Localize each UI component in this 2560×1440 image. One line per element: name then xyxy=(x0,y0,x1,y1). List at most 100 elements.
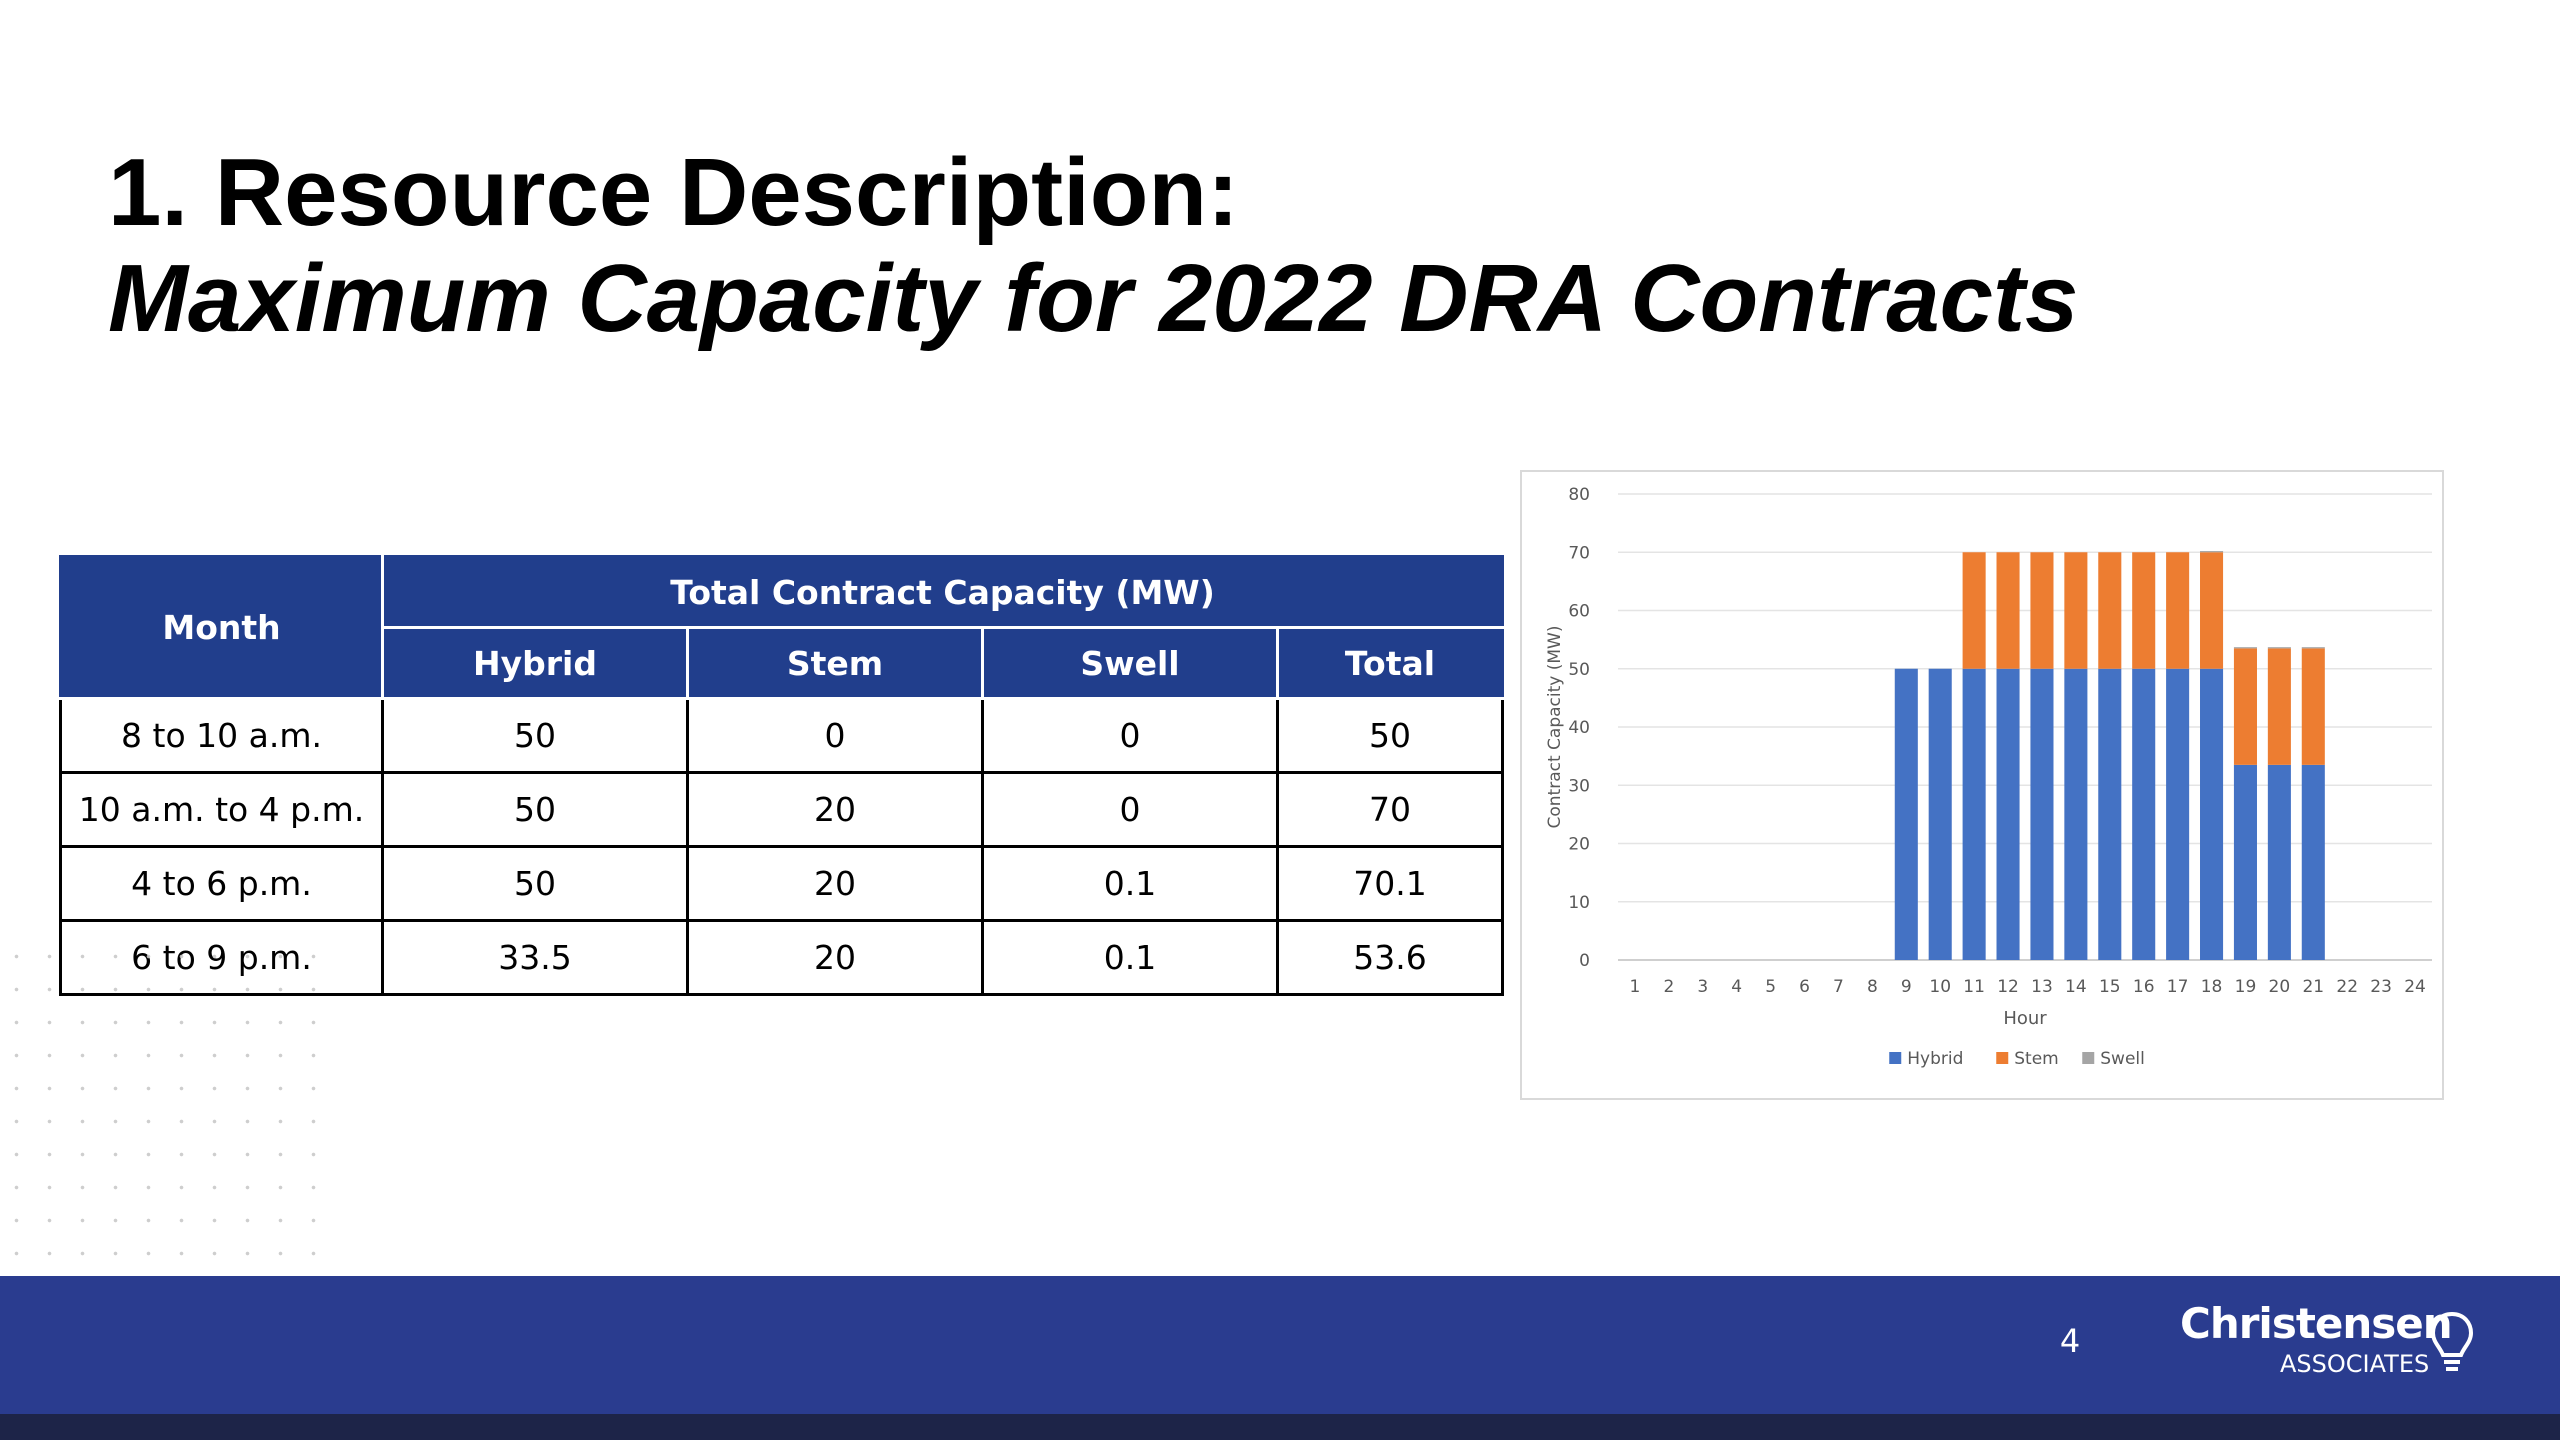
x-axis-label: Hour xyxy=(2003,1008,2047,1029)
capacity-chart: 0 10 20 30 40 50 60 70 80 1 2 3 4 5 6 7 8 9 10 11 12 13 14 15 16… xyxy=(1520,470,2444,1100)
cell-stem: 20 xyxy=(686,845,984,922)
legend-swatch-swell xyxy=(2082,1052,2095,1064)
capacity-table: Month Total Contract Capacity (MW) Hybri… xyxy=(59,555,1504,996)
title-line-1: 1. Resource Description: xyxy=(108,139,1239,246)
y-tick-label: 0 xyxy=(1579,951,1590,971)
x-tick-label: 3 xyxy=(1697,977,1708,997)
y-tick-label: 10 xyxy=(1568,893,1590,913)
bar-segment-hybrid xyxy=(2200,668,2224,960)
column-header-total: Total xyxy=(1276,626,1504,700)
bar-segment-swell xyxy=(2301,647,2325,649)
legend-label-swell: Swell xyxy=(2100,1049,2145,1069)
bar-segment-hybrid xyxy=(2233,764,2257,960)
column-header-swell: Swell xyxy=(981,626,1279,700)
cell-stem: 20 xyxy=(686,771,984,848)
table-row: 8 to 10 a.m. 50 0 0 50 xyxy=(59,697,1504,774)
legend-swatch-hybrid xyxy=(1889,1052,1902,1064)
x-tick-label: 1 xyxy=(1630,977,1641,997)
cell-hybrid: 50 xyxy=(381,697,689,774)
y-tick-label: 50 xyxy=(1568,660,1590,680)
bar-segment-stem xyxy=(2030,552,2054,669)
bar-segment-hybrid xyxy=(2166,668,2190,960)
x-tick-label: 16 xyxy=(2133,977,2155,997)
bar-segment-stem xyxy=(2132,552,2156,669)
x-tick-label: 21 xyxy=(2302,977,2324,997)
bar-segment-hybrid xyxy=(1928,668,1952,960)
x-tick-label: 22 xyxy=(2336,977,2358,997)
x-tick-label: 2 xyxy=(1663,977,1674,997)
bar-segment-stem xyxy=(2098,552,2122,669)
bar-segment-hybrid xyxy=(2030,668,2054,960)
legend-label-hybrid: Hybrid xyxy=(1907,1049,1963,1069)
cell-swell: 0 xyxy=(981,697,1279,774)
footer-strip xyxy=(0,1414,2560,1440)
x-tick-label: 19 xyxy=(2235,977,2257,997)
bar-segment-stem xyxy=(2166,552,2190,669)
x-tick-label: 17 xyxy=(2167,977,2189,997)
x-tick-label: 23 xyxy=(2370,977,2392,997)
bar-segment-hybrid xyxy=(2098,668,2122,960)
cell-swell: 0.1 xyxy=(981,919,1279,996)
table-row: 10 a.m. to 4 p.m. 50 20 0 70 xyxy=(59,771,1504,848)
cell-stem: 0 xyxy=(686,697,984,774)
cell-stem: 20 xyxy=(686,919,984,996)
bar-segment-hybrid xyxy=(2064,668,2088,960)
bar-segment-hybrid xyxy=(1894,668,1918,960)
x-tick-label: 6 xyxy=(1799,977,1810,997)
logo-wordmark: Christensen xyxy=(2180,1299,2453,1348)
bar-segment-hybrid xyxy=(2267,764,2291,960)
x-tick-label: 4 xyxy=(1731,977,1742,997)
bar-segment-stem xyxy=(2233,648,2257,765)
y-axis-label: Contract Capacity (MW) xyxy=(1545,626,1565,829)
cell-total: 70 xyxy=(1276,771,1504,848)
x-tick-label: 9 xyxy=(1901,977,1912,997)
cell-hybrid: 50 xyxy=(381,771,689,848)
cell-hybrid: 50 xyxy=(381,845,689,922)
x-tick-label: 13 xyxy=(2031,977,2053,997)
bar-segment-stem xyxy=(1996,552,2020,669)
legend-swatch-stem xyxy=(1996,1052,2009,1064)
y-tick-label: 80 xyxy=(1568,485,1590,505)
cell-swell: 0 xyxy=(981,771,1279,848)
table-row: 4 to 6 p.m. 50 20 0.1 70.1 xyxy=(59,845,1504,922)
y-tick-label: 40 xyxy=(1568,718,1590,738)
bar-segment-swell xyxy=(2200,551,2224,553)
y-tick-label: 30 xyxy=(1568,776,1590,796)
column-header-hybrid: Hybrid xyxy=(381,626,689,700)
page-number: 4 xyxy=(2059,1322,2081,1360)
y-tick-label: 60 xyxy=(1568,602,1590,622)
cell-swell: 0.1 xyxy=(981,845,1279,922)
x-tick-label: 18 xyxy=(2201,977,2223,997)
bar-segment-stem xyxy=(2200,552,2224,669)
x-tick-label: 14 xyxy=(2065,977,2087,997)
y-tick-label: 70 xyxy=(1568,543,1590,563)
cell-month: 10 a.m. to 4 p.m. xyxy=(59,771,384,848)
month-header: Month xyxy=(59,555,384,700)
cell-total: 53.6 xyxy=(1276,919,1504,996)
x-tick-label: 8 xyxy=(1867,977,1878,997)
legend-label-stem: Stem xyxy=(2014,1049,2058,1069)
title-line-2: Maximum Capacity for 2022 DRA Contracts xyxy=(108,245,2079,352)
x-tick-label: 15 xyxy=(2099,977,2121,997)
bar-segment-swell xyxy=(2267,647,2291,649)
x-tick-label: 20 xyxy=(2269,977,2291,997)
bar-segment-stem xyxy=(2301,648,2325,765)
cell-month: 8 to 10 a.m. xyxy=(59,697,384,774)
bar-segment-hybrid xyxy=(2132,668,2156,960)
footer-band xyxy=(0,1276,2560,1414)
cell-hybrid: 33.5 xyxy=(381,919,689,996)
y-tick-label: 20 xyxy=(1568,835,1590,855)
x-tick-label: 5 xyxy=(1765,977,1776,997)
cell-month: 4 to 6 p.m. xyxy=(59,845,384,922)
bar-segment-hybrid xyxy=(2301,764,2325,960)
x-tick-label: 11 xyxy=(1963,977,1985,997)
x-tick-label: 12 xyxy=(1997,977,2019,997)
x-tick-label: 7 xyxy=(1833,977,1844,997)
cell-total: 70.1 xyxy=(1276,845,1504,922)
company-logo: Christensen ASSOCIATES xyxy=(2180,1300,2480,1390)
bar-segment-stem xyxy=(2267,648,2291,765)
logo-subtitle: ASSOCIATES xyxy=(2280,1350,2430,1378)
bar-segment-stem xyxy=(1962,552,1986,669)
x-tick-label: 24 xyxy=(2404,977,2426,997)
